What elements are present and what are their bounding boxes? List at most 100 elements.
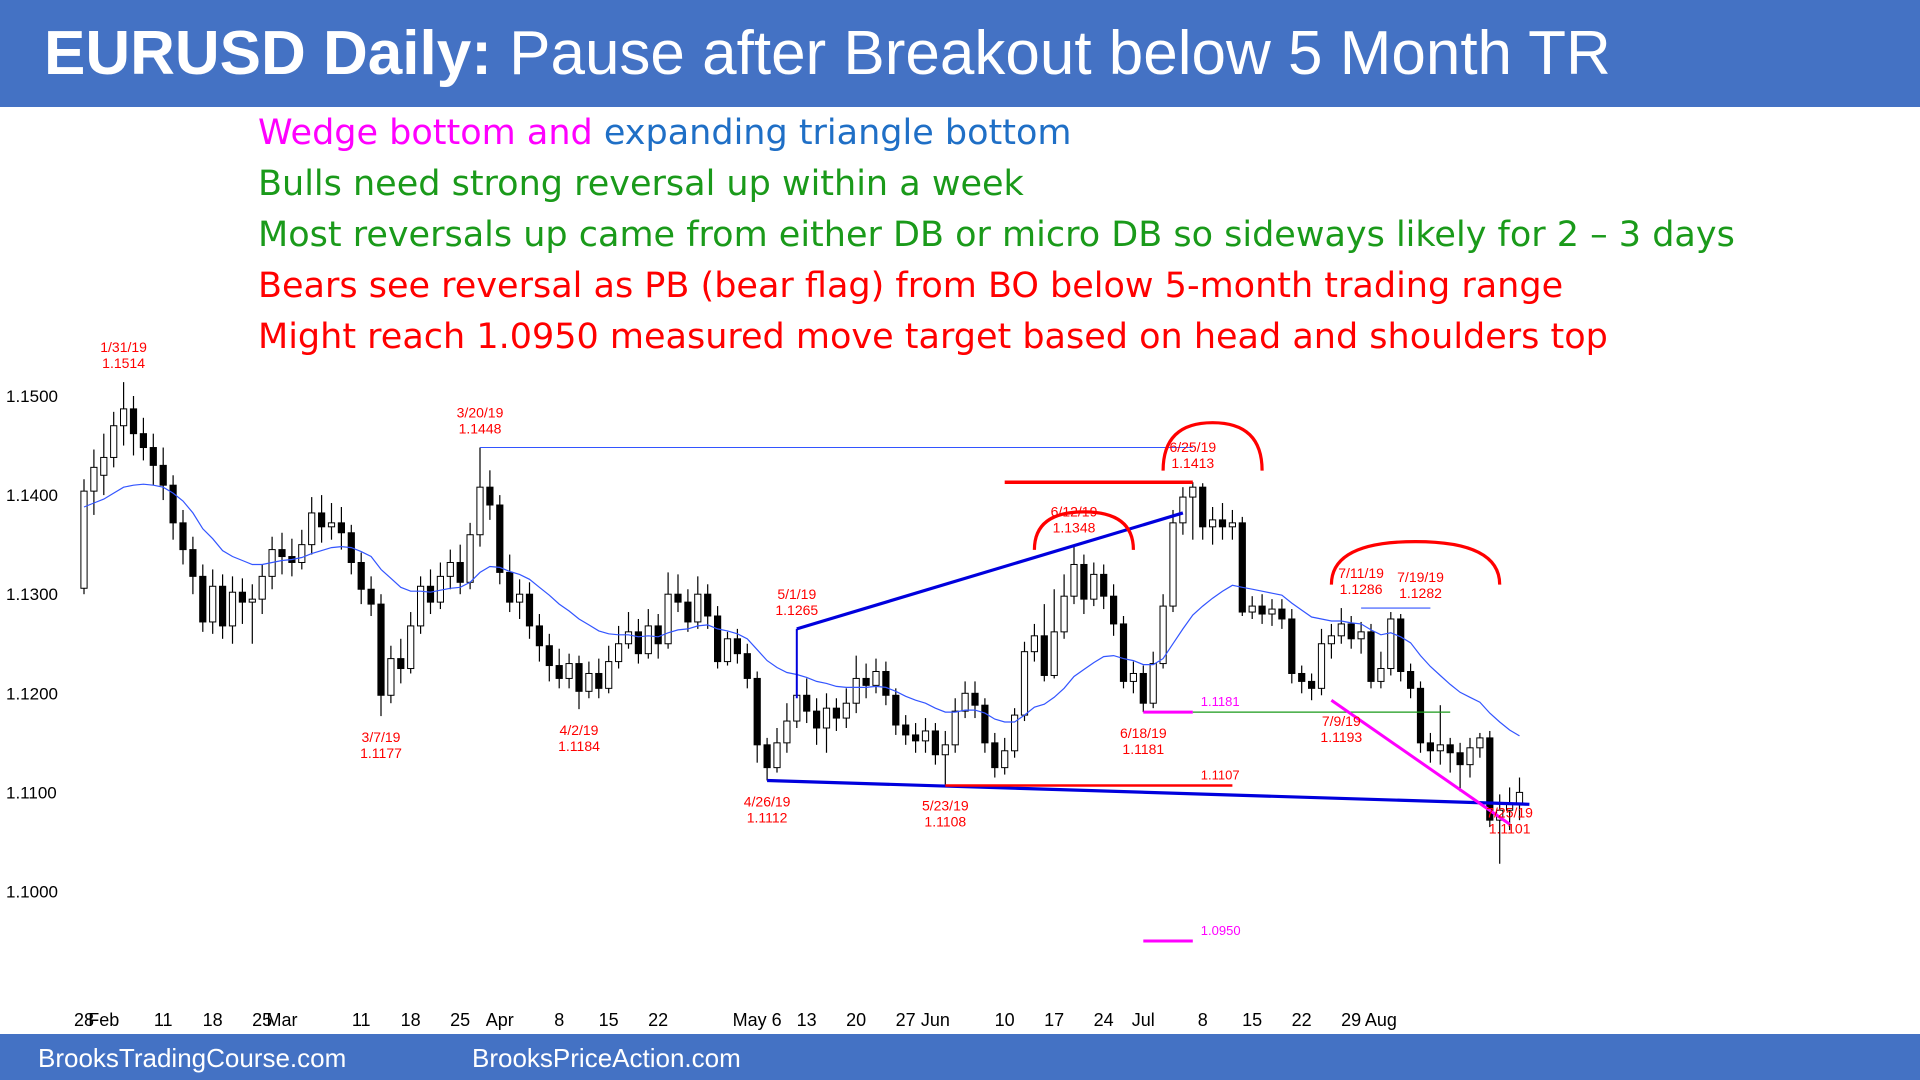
bear-candle	[971, 692, 979, 706]
note-line: Wedge bottom and expanding triangle bott…	[258, 108, 1735, 159]
bull-candle	[1327, 635, 1336, 645]
bear-candle	[981, 704, 989, 744]
bear-candle	[753, 677, 761, 746]
x-tick-label: 20	[846, 1010, 866, 1030]
footer-link-trading-course[interactable]: BrooksTradingCourse.com	[38, 1043, 347, 1073]
price-chart: 1.1500 1.1400 1.1300 1.1200 1.1100 1.1000 28F…	[6, 339, 1533, 1030]
swing-price-label: 1.1101	[1489, 820, 1531, 836]
swing-price-label: 1.1413	[1171, 455, 1214, 471]
swing-price-label: 1.1177	[360, 745, 402, 761]
bear-candle	[149, 447, 157, 466]
wedge-bottom-line	[1330, 699, 1511, 826]
note-text: Most reversals up came from either DB or…	[258, 215, 1735, 255]
ema-line	[83, 483, 1520, 737]
ema-20-line	[83, 483, 1520, 737]
bull-candle	[1248, 605, 1256, 613]
bear-candle	[1367, 631, 1375, 682]
title-rest: Pause after Breakout below 5 Month TR	[509, 19, 1611, 88]
bear-candle	[535, 625, 543, 647]
footer-link-price-action[interactable]: BrooksPriceAction.com	[472, 1043, 741, 1073]
y-tick-label: 1.1300	[6, 585, 58, 604]
bull-candle	[298, 544, 306, 563]
bull-candle	[387, 658, 395, 696]
swing-date-label: 5/23/19	[922, 797, 969, 813]
swing-price-label: 1.1112	[747, 810, 788, 826]
x-tick-label: 28	[74, 1010, 94, 1030]
bull-candle	[842, 702, 850, 719]
bull-candle	[1317, 643, 1326, 689]
bull-candle	[1377, 668, 1385, 682]
bear-candle	[318, 512, 326, 528]
bull-candle	[516, 593, 524, 603]
bull-candle	[446, 561, 454, 577]
bear-candle	[654, 625, 662, 645]
swing-price-label: 1.1348	[1053, 520, 1096, 536]
bull-candle	[1149, 663, 1157, 704]
candlesticks	[80, 382, 1524, 864]
bear-candle	[189, 549, 197, 577]
y-axis: 1.1500 1.1400 1.1300 1.1200 1.1100 1.1000	[6, 387, 58, 902]
swing-date-label: 7/25/19	[1486, 804, 1533, 820]
bear-candle	[743, 653, 751, 679]
bull-candle	[822, 707, 831, 729]
swing-date-label: 3/20/19	[457, 405, 504, 421]
x-tick-label: 11	[352, 1010, 371, 1030]
bear-candle	[506, 571, 514, 603]
bull-candle	[694, 593, 702, 623]
bear-candle	[159, 464, 167, 486]
left-shoulder-arc	[1032, 510, 1135, 550]
note-line: Bulls need strong reversal up within a w…	[258, 159, 1735, 210]
bull-candle	[110, 425, 118, 458]
bull-candle	[100, 456, 108, 476]
bull-candle	[565, 663, 573, 679]
bear-candle	[931, 730, 939, 756]
right-shoulder-arc	[1329, 540, 1502, 585]
swing-date-label: 1/31/19	[100, 339, 147, 355]
bear-candle	[456, 561, 464, 583]
bear-candle	[525, 593, 534, 627]
note-text: Bulls need strong reversal up within a w…	[258, 164, 1024, 204]
commentary-notes: Wedge bottom and expanding triangle bott…	[258, 108, 1735, 363]
x-tick-label: 15	[599, 1010, 619, 1030]
bull-candle	[1011, 714, 1019, 752]
bull-candle	[407, 625, 415, 670]
note-text: Might reach 1.0950 measured move target …	[258, 317, 1608, 357]
bull-candle	[793, 694, 801, 722]
bear-candle	[674, 593, 682, 603]
swing-date-label: 4/26/19	[744, 794, 791, 810]
bear-candle	[902, 724, 910, 736]
bull-candle	[1387, 618, 1395, 670]
x-tick-label: 8	[1198, 1010, 1208, 1030]
bear-candle	[1100, 573, 1108, 597]
bull-candle	[605, 661, 613, 689]
title-bold: EURUSD Daily:	[44, 19, 492, 88]
x-tick-label: 27	[896, 1010, 916, 1030]
footer-bar	[0, 1034, 1920, 1080]
swing-date-label: 7/11/19	[1338, 565, 1384, 581]
bear-candle	[763, 744, 771, 769]
bull-candle	[1050, 631, 1058, 676]
bear-candle	[813, 710, 821, 729]
bear-candle	[1397, 618, 1405, 672]
bear-candle	[496, 504, 504, 573]
bull-candle	[1337, 623, 1345, 637]
bear-candle	[575, 663, 583, 692]
swing-date-label: 6/25/19	[1169, 439, 1216, 455]
bull-candle	[921, 730, 930, 742]
bear-candle	[1119, 623, 1128, 682]
bull-candle	[644, 625, 652, 655]
bull-candle	[585, 672, 593, 692]
bull-candle	[209, 585, 217, 623]
x-tick-label: Mar	[267, 1010, 298, 1030]
bear-candle	[1407, 670, 1415, 689]
bear-candle	[278, 549, 286, 558]
bull-candle	[723, 638, 732, 663]
bull-candle	[476, 486, 484, 536]
x-tick-label: 8	[554, 1010, 564, 1030]
bull-candle	[1228, 522, 1237, 528]
bear-candle	[862, 677, 870, 686]
y-tick-label: 1.1500	[6, 387, 58, 406]
x-tick-label: 17	[1044, 1010, 1064, 1030]
swing-date-label: 7/19/19	[1397, 569, 1444, 585]
bull-candle	[1060, 595, 1068, 633]
